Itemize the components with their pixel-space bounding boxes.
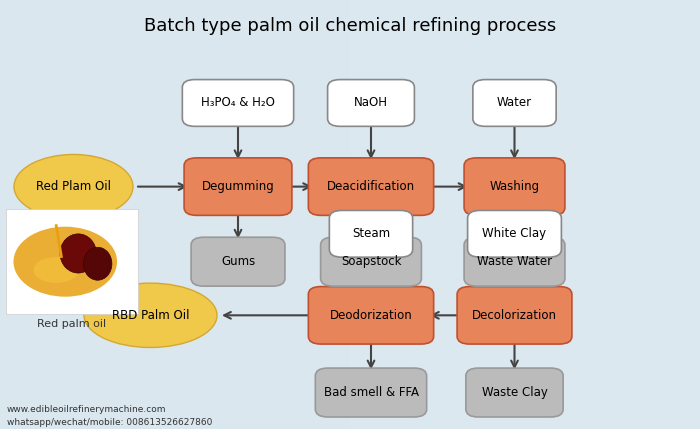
FancyBboxPatch shape xyxy=(328,80,414,127)
Text: White Clay: White Clay xyxy=(482,227,547,240)
FancyBboxPatch shape xyxy=(457,287,572,344)
Bar xyxy=(0,300,350,343)
FancyBboxPatch shape xyxy=(468,210,561,257)
Text: Red palm oil: Red palm oil xyxy=(37,319,106,329)
Text: Steam: Steam xyxy=(352,227,390,240)
Ellipse shape xyxy=(83,247,112,280)
FancyBboxPatch shape xyxy=(315,368,427,417)
FancyBboxPatch shape xyxy=(6,209,138,314)
Text: NaOH: NaOH xyxy=(354,97,388,109)
Bar xyxy=(0,257,350,300)
Text: www.edibleoilrefinerymachine.com: www.edibleoilrefinerymachine.com xyxy=(7,405,167,414)
FancyBboxPatch shape xyxy=(473,80,556,127)
FancyBboxPatch shape xyxy=(184,158,292,215)
Bar xyxy=(0,129,350,172)
Text: Gums: Gums xyxy=(221,255,255,268)
Text: Red Plam Oil: Red Plam Oil xyxy=(36,180,111,193)
FancyBboxPatch shape xyxy=(309,287,433,344)
Ellipse shape xyxy=(13,227,117,297)
FancyBboxPatch shape xyxy=(464,237,565,286)
FancyBboxPatch shape xyxy=(191,237,285,286)
Bar xyxy=(0,386,350,429)
Text: whatsapp/wechat/mobile: 008613526627860: whatsapp/wechat/mobile: 008613526627860 xyxy=(7,418,212,427)
Ellipse shape xyxy=(84,283,217,347)
FancyBboxPatch shape xyxy=(309,158,433,215)
Bar xyxy=(0,214,350,257)
Bar xyxy=(0,43,350,86)
Bar xyxy=(0,172,350,214)
Ellipse shape xyxy=(34,257,79,283)
FancyBboxPatch shape xyxy=(464,158,565,215)
Text: Waste Clay: Waste Clay xyxy=(482,386,547,399)
FancyBboxPatch shape xyxy=(182,80,294,127)
Text: Bad smell & FFA: Bad smell & FFA xyxy=(323,386,419,399)
Text: Washing: Washing xyxy=(489,180,540,193)
Text: Decolorization: Decolorization xyxy=(472,309,557,322)
Text: Water: Water xyxy=(497,97,532,109)
Text: RBD Palm Oil: RBD Palm Oil xyxy=(112,309,189,322)
Bar xyxy=(0,343,350,386)
FancyBboxPatch shape xyxy=(321,237,421,286)
Text: Degumming: Degumming xyxy=(202,180,274,193)
Text: Deacidification: Deacidification xyxy=(327,180,415,193)
Text: Soapstock: Soapstock xyxy=(341,255,401,268)
Ellipse shape xyxy=(60,234,97,273)
Text: Deodorization: Deodorization xyxy=(330,309,412,322)
Text: Batch type palm oil chemical refining process: Batch type palm oil chemical refining pr… xyxy=(144,17,556,35)
Text: H₃PO₄ & H₂O: H₃PO₄ & H₂O xyxy=(201,97,275,109)
Bar xyxy=(0,0,350,43)
FancyBboxPatch shape xyxy=(466,368,563,417)
Bar xyxy=(0,86,350,129)
Ellipse shape xyxy=(14,154,133,219)
Text: Waste Water: Waste Water xyxy=(477,255,552,268)
FancyBboxPatch shape xyxy=(330,210,413,257)
